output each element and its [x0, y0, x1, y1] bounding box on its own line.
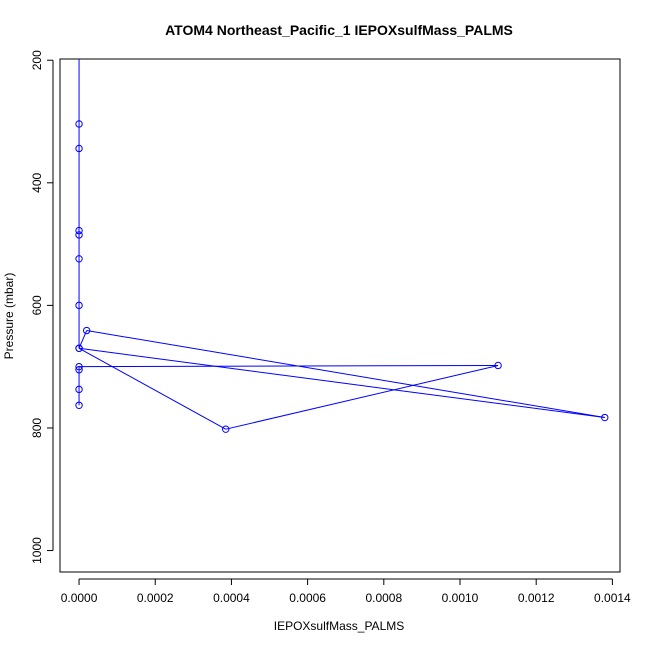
series-segment: [79, 364, 499, 368]
x-tick-label: 0.0006: [289, 591, 326, 605]
data-point: [75, 344, 83, 352]
y-tick-label: 200: [30, 50, 44, 70]
series-segment: [225, 364, 499, 430]
x-axis: 0.0000 0.0002 0.0004 0.0006 0.0008 0.0010 0.00…: [61, 578, 631, 605]
data-point: [75, 144, 83, 153]
series-segment: [78, 347, 605, 419]
x-tick-label: 0.0004: [213, 591, 250, 605]
y-axis-label: Pressure (mbar): [2, 273, 16, 360]
x-tick-label: 0.0012: [518, 591, 555, 605]
series-segment: [86, 330, 605, 419]
data-point: [75, 362, 83, 371]
chart-title: ATOM4 Northeast_Pacific_1 IEPOXsulfMass_…: [165, 22, 513, 38]
y-tick-label: 1000: [30, 537, 44, 564]
y-axis: 200 400 600 800 1000: [30, 50, 54, 564]
y-tick-label: 400: [30, 172, 44, 192]
data-point: [75, 401, 83, 409]
plot-frame: [59, 58, 621, 573]
data-point: [601, 413, 609, 422]
data-point: [75, 255, 83, 263]
data-point: [75, 385, 83, 394]
x-tick-label: 0.0014: [594, 591, 631, 605]
data-point: [494, 361, 502, 370]
data-point: [75, 301, 83, 310]
y-tick-label: 600: [30, 295, 44, 315]
y-tick-label: 800: [30, 418, 44, 438]
data-point: [75, 366, 83, 374]
data-point: [82, 326, 91, 335]
x-tick-label: 0.0002: [137, 591, 174, 605]
data-point: [75, 120, 83, 128]
data-point: [75, 231, 83, 239]
data-point: [222, 425, 230, 433]
x-axis-label: IEPOXsulfMass_PALMS: [274, 619, 405, 633]
series-layer: [75, 59, 609, 433]
series-segment: [78, 347, 226, 430]
data-point: [75, 226, 83, 235]
x-tick-label: 0.0010: [442, 591, 479, 605]
x-tick-label: 0.0000: [61, 591, 98, 605]
x-tick-label: 0.0008: [365, 591, 402, 605]
